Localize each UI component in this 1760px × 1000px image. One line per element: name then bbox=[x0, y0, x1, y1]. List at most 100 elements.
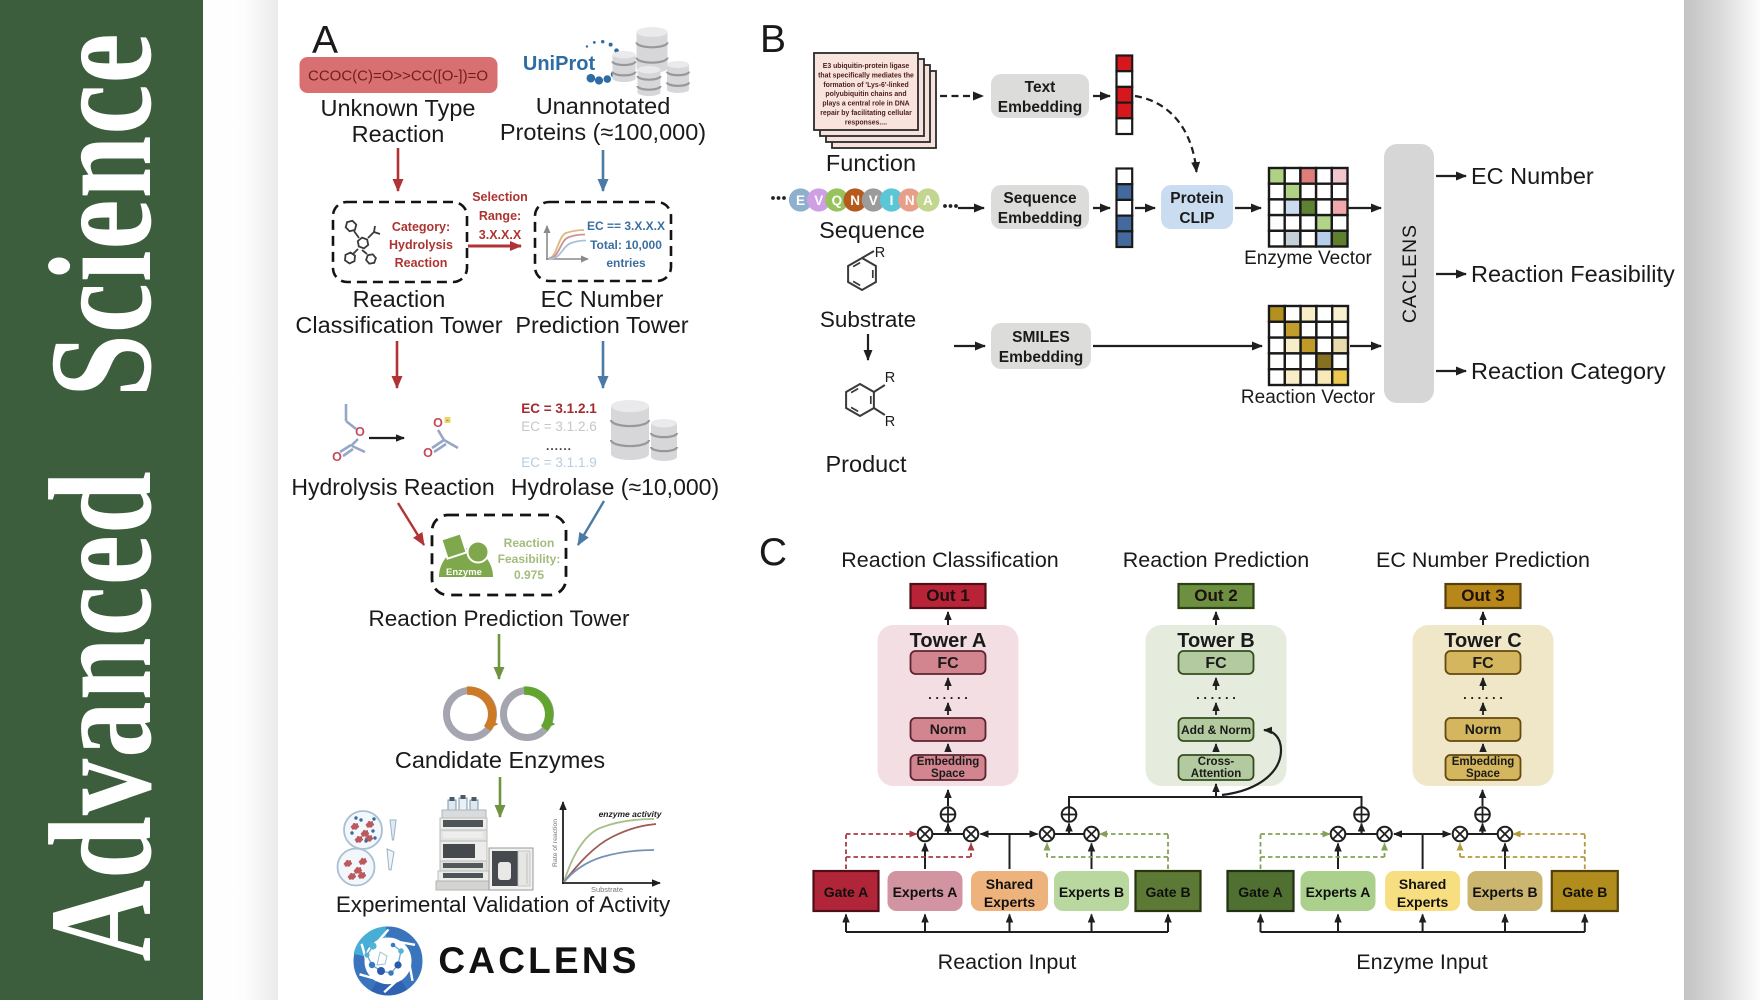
svg-text:CACLENS: CACLENS bbox=[1399, 224, 1421, 323]
svg-text:R: R bbox=[885, 370, 895, 386]
svg-text:A: A bbox=[312, 19, 338, 62]
svg-text:Q: Q bbox=[832, 193, 843, 208]
svg-text:CLIP: CLIP bbox=[1179, 210, 1214, 227]
svg-text:Reaction: Reaction bbox=[353, 286, 446, 312]
svg-text:plays a central role in DNA: plays a central role in DNA bbox=[822, 101, 909, 108]
svg-text:Embedding: Embedding bbox=[1452, 756, 1515, 768]
svg-text:Gate B: Gate B bbox=[1145, 884, 1190, 900]
svg-text:Selection: Selection bbox=[472, 190, 528, 204]
svg-text:Rate of reaction: Rate of reaction bbox=[552, 819, 559, 867]
svg-text:UniProt: UniProt bbox=[523, 53, 596, 75]
svg-text:Gate B: Gate B bbox=[1562, 884, 1607, 900]
svg-text:Out 2: Out 2 bbox=[1194, 586, 1237, 605]
svg-text:EC = 3.1.2.6: EC = 3.1.2.6 bbox=[521, 419, 596, 434]
svg-text:Shared: Shared bbox=[986, 876, 1033, 892]
svg-text:Norm: Norm bbox=[930, 721, 967, 737]
svg-text:Classification Tower: Classification Tower bbox=[295, 312, 502, 338]
svg-text:N: N bbox=[850, 193, 860, 208]
svg-text:O: O bbox=[423, 446, 433, 460]
svg-text:0.975: 0.975 bbox=[514, 568, 544, 582]
svg-text:Reaction: Reaction bbox=[504, 536, 555, 550]
svg-text:E: E bbox=[796, 193, 805, 208]
svg-text:Product: Product bbox=[826, 451, 907, 477]
svg-text:Reaction Input: Reaction Input bbox=[938, 950, 1077, 974]
svg-text:Embedding: Embedding bbox=[917, 756, 980, 768]
svg-text:Out 3: Out 3 bbox=[1461, 586, 1504, 605]
svg-text:Text: Text bbox=[1025, 79, 1056, 96]
svg-text:Tower A: Tower A bbox=[910, 630, 987, 652]
svg-text:entries: entries bbox=[606, 256, 646, 270]
svg-text:Experts: Experts bbox=[984, 894, 1036, 910]
svg-text:responses....: responses.... bbox=[845, 119, 887, 126]
svg-text:Reaction Prediction Tower: Reaction Prediction Tower bbox=[369, 606, 630, 631]
svg-text:Protein: Protein bbox=[1170, 190, 1223, 207]
svg-text:Tower C: Tower C bbox=[1444, 630, 1521, 652]
svg-text:Candidate Enzymes: Candidate Enzymes bbox=[395, 747, 605, 773]
svg-text:Unknown Type: Unknown Type bbox=[320, 95, 475, 121]
svg-text:SMILES: SMILES bbox=[1012, 329, 1070, 346]
svg-text:A: A bbox=[923, 193, 933, 208]
svg-text:V: V bbox=[814, 193, 823, 208]
svg-text:Prediction Tower: Prediction Tower bbox=[515, 312, 688, 338]
svg-text:repair by facilitating cellula: repair by facilitating cellular bbox=[820, 110, 912, 117]
svg-text:Shared: Shared bbox=[1399, 876, 1446, 892]
svg-text:. . . . . .: . . . . . . bbox=[928, 687, 968, 702]
svg-text:Norm: Norm bbox=[1465, 721, 1502, 737]
svg-text:EC = 3.1.2.1: EC = 3.1.2.1 bbox=[521, 401, 597, 416]
svg-text:Gate A: Gate A bbox=[824, 884, 869, 900]
svg-text:Add & Norm: Add & Norm bbox=[1181, 723, 1251, 737]
svg-text:Reaction Prediction: Reaction Prediction bbox=[1123, 548, 1309, 572]
svg-text:Experts A: Experts A bbox=[1306, 884, 1371, 900]
svg-text:R: R bbox=[885, 414, 895, 430]
svg-text:Experts B: Experts B bbox=[1059, 884, 1124, 900]
svg-text:enzyme activity: enzyme activity bbox=[599, 809, 663, 819]
svg-text:Reaction Classification: Reaction Classification bbox=[841, 548, 1059, 572]
svg-text:Experts B: Experts B bbox=[1472, 884, 1537, 900]
svg-text:FC: FC bbox=[1205, 655, 1227, 672]
svg-text:Hydrolysis Reaction: Hydrolysis Reaction bbox=[291, 474, 494, 500]
svg-text:C: C bbox=[759, 531, 787, 574]
svg-text:Sequence: Sequence bbox=[819, 217, 925, 243]
svg-text:......: ...... bbox=[546, 439, 572, 453]
svg-text:Range:: Range: bbox=[479, 209, 521, 223]
svg-text:Feasibility:: Feasibility: bbox=[498, 552, 561, 566]
svg-text:Embedding: Embedding bbox=[998, 210, 1082, 227]
svg-text:N: N bbox=[905, 193, 915, 208]
svg-text:Substrate: Substrate bbox=[591, 885, 623, 894]
svg-text:that specifically mediates the: that specifically mediates the bbox=[818, 72, 914, 79]
svg-text:. . . . . .: . . . . . . bbox=[1463, 687, 1503, 702]
svg-text:FC: FC bbox=[1472, 655, 1494, 672]
svg-text:Sequence: Sequence bbox=[1003, 190, 1077, 207]
svg-text:formation of 'Lys-6'-linked: formation of 'Lys-6'-linked bbox=[823, 82, 908, 89]
svg-text:O: O bbox=[332, 450, 342, 464]
svg-text:EC Number Prediction: EC Number Prediction bbox=[1376, 548, 1590, 572]
svg-text:I: I bbox=[890, 193, 894, 208]
svg-text:Substrate: Substrate bbox=[820, 307, 916, 332]
svg-text:Proteins (≈100,000): Proteins (≈100,000) bbox=[500, 119, 706, 145]
svg-text:polyubiquitin chains and: polyubiquitin chains and bbox=[825, 91, 906, 98]
svg-text:EC Number: EC Number bbox=[541, 286, 664, 312]
svg-text:Reaction: Reaction bbox=[352, 121, 445, 147]
svg-text:-: - bbox=[446, 415, 449, 425]
svg-text:Cross-: Cross- bbox=[1198, 756, 1235, 768]
svg-text:Hydrolase (≈10,000): Hydrolase (≈10,000) bbox=[511, 474, 719, 500]
svg-text:Experimental Validation of Act: Experimental Validation of Activity bbox=[336, 892, 671, 917]
svg-text:Experts A: Experts A bbox=[893, 884, 958, 900]
svg-text:Advanced Science: Advanced Science bbox=[20, 32, 183, 961]
svg-text:Category:: Category: bbox=[392, 220, 450, 234]
svg-text:CACLENS: CACLENS bbox=[438, 940, 639, 981]
svg-text:Reaction: Reaction bbox=[395, 256, 448, 270]
svg-text:Reaction Vector: Reaction Vector bbox=[1241, 387, 1376, 408]
svg-text:EC = 3.1.1.9: EC = 3.1.1.9 bbox=[521, 455, 596, 470]
svg-text:Reaction Feasibility: Reaction Feasibility bbox=[1471, 261, 1675, 287]
svg-text:3.X.X.X: 3.X.X.X bbox=[479, 228, 522, 242]
svg-text:. . . . . .: . . . . . . bbox=[1196, 687, 1236, 702]
svg-text:Space: Space bbox=[931, 768, 965, 780]
svg-text:EC == 3.X.X.X: EC == 3.X.X.X bbox=[587, 219, 665, 233]
svg-text:Hydrolysis: Hydrolysis bbox=[389, 238, 453, 252]
svg-text:CCOC(C)=O>>CC([O-])=O: CCOC(C)=O>>CC([O-])=O bbox=[308, 68, 488, 85]
svg-text:Experts: Experts bbox=[1397, 894, 1449, 910]
svg-text:Enzyme Input: Enzyme Input bbox=[1356, 950, 1487, 974]
svg-text:O: O bbox=[355, 425, 365, 439]
svg-text:Enzyme Vector: Enzyme Vector bbox=[1244, 248, 1372, 269]
